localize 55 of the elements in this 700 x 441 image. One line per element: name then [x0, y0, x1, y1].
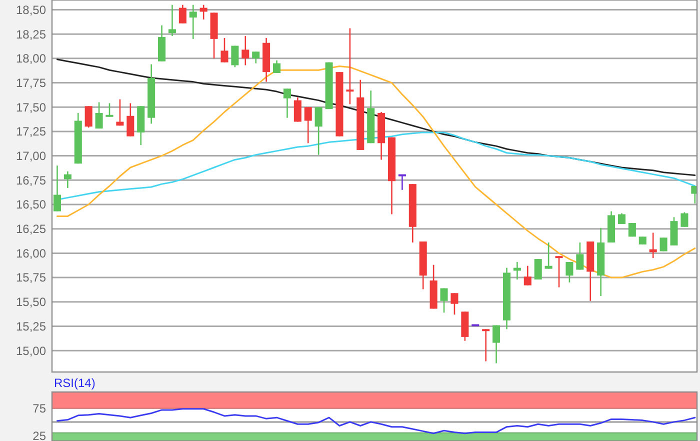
candlestick	[294, 96, 302, 122]
y-tick-label: 16,75	[16, 173, 46, 188]
y-tick-label: 15,75	[16, 270, 46, 285]
candlestick	[524, 265, 532, 286]
candlestick	[304, 106, 312, 144]
candlestick	[189, 4, 197, 40]
chart-title: RSI(14)	[54, 376, 96, 390]
y-tick-label: 15,50	[16, 295, 46, 310]
y-tick-label: 18,50	[16, 2, 46, 17]
y-tick-label: 18,25	[16, 27, 46, 42]
candlestick	[566, 261, 574, 284]
candlestick	[628, 222, 636, 238]
candlestick	[555, 255, 563, 288]
candlestick	[242, 35, 250, 66]
candlestick	[126, 102, 134, 137]
candlestick	[272, 60, 281, 74]
candlestick	[482, 328, 490, 362]
candlestick	[544, 242, 552, 270]
y-tick-label: 18,00	[16, 52, 46, 66]
candlestick	[440, 288, 448, 314]
y-tick-label: 25	[32, 428, 46, 441]
candlestick	[283, 88, 291, 118]
candlestick	[84, 105, 92, 128]
y-tick-label: 15,00	[16, 344, 46, 358]
candlestick	[346, 28, 354, 105]
candlestick	[116, 98, 124, 126]
candlestick	[314, 106, 322, 156]
y-tick-label: 17,25	[16, 124, 46, 139]
candlestick	[576, 242, 584, 270]
candlestick	[200, 4, 208, 20]
y-tick-label: 16,25	[16, 222, 46, 236]
candlestick	[680, 212, 688, 228]
candlestick	[106, 102, 114, 118]
candlestick	[220, 37, 228, 63]
candlestick	[231, 45, 239, 68]
candlestick	[534, 258, 542, 280]
candlestick	[178, 4, 186, 24]
y-tick-label: 16,00	[16, 246, 46, 260]
y-tick-label: 17,50	[16, 100, 46, 114]
y-tick-label: 16,50	[16, 198, 46, 212]
y-tick-label: 17,75	[16, 76, 46, 90]
y-tick-label: 15,25	[16, 319, 46, 334]
candlestick	[53, 164, 61, 212]
line-series	[56, 408, 696, 434]
candlestick	[64, 170, 72, 189]
y-tick-label: 17,00	[16, 149, 46, 164]
candlestick	[252, 50, 260, 64]
y-tick-label: 75	[32, 402, 46, 416]
candlestick	[660, 236, 668, 252]
candlestick	[450, 292, 458, 316]
candlestick	[492, 324, 500, 364]
candlestick	[618, 212, 626, 225]
candlestick	[95, 102, 103, 130]
candlestick	[398, 174, 406, 191]
candlestick	[168, 4, 176, 37]
